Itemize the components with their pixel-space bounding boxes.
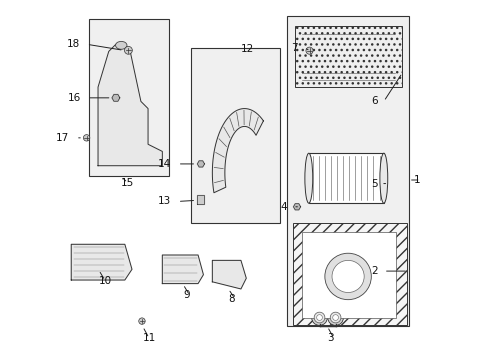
Text: 7: 7 [290, 43, 297, 53]
Circle shape [332, 315, 338, 320]
Polygon shape [197, 195, 204, 204]
Polygon shape [293, 204, 300, 210]
Text: 2: 2 [370, 266, 377, 276]
Text: 6: 6 [370, 96, 377, 107]
Polygon shape [197, 161, 204, 167]
Text: 8: 8 [228, 294, 235, 303]
Circle shape [139, 318, 145, 324]
Polygon shape [212, 109, 263, 193]
Text: 4: 4 [280, 202, 286, 212]
Text: 16: 16 [67, 93, 81, 103]
Circle shape [311, 310, 326, 325]
Circle shape [83, 135, 90, 141]
Bar [190, 48, 280, 223]
Text: 10: 10 [99, 276, 112, 286]
Circle shape [327, 310, 343, 325]
Text: 11: 11 [142, 333, 156, 343]
Text: 18: 18 [67, 39, 80, 49]
Bar [287, 16, 408, 327]
Circle shape [331, 260, 364, 293]
Text: 9: 9 [183, 290, 189, 300]
Circle shape [124, 46, 132, 54]
Text: 12: 12 [241, 44, 254, 54]
Polygon shape [71, 244, 132, 280]
Circle shape [305, 47, 312, 54]
Text: 3: 3 [326, 333, 333, 343]
Circle shape [316, 315, 322, 320]
Bar [308, 153, 383, 203]
Text: 15: 15 [121, 178, 134, 188]
Text: 1: 1 [413, 175, 420, 185]
Text: 17: 17 [56, 133, 69, 143]
Text: 14: 14 [158, 159, 171, 169]
Ellipse shape [304, 153, 312, 203]
Text: 13: 13 [158, 197, 171, 206]
Circle shape [313, 312, 324, 323]
Polygon shape [98, 44, 162, 166]
Text: 5: 5 [370, 179, 377, 189]
PathPatch shape [294, 26, 401, 87]
Polygon shape [212, 260, 246, 289]
Circle shape [329, 312, 340, 323]
Polygon shape [112, 94, 120, 101]
Ellipse shape [379, 153, 387, 203]
Bar [89, 19, 169, 176]
Bar [301, 232, 395, 318]
Polygon shape [162, 255, 203, 284]
Circle shape [324, 253, 370, 300]
PathPatch shape [292, 223, 406, 325]
Ellipse shape [115, 41, 127, 49]
